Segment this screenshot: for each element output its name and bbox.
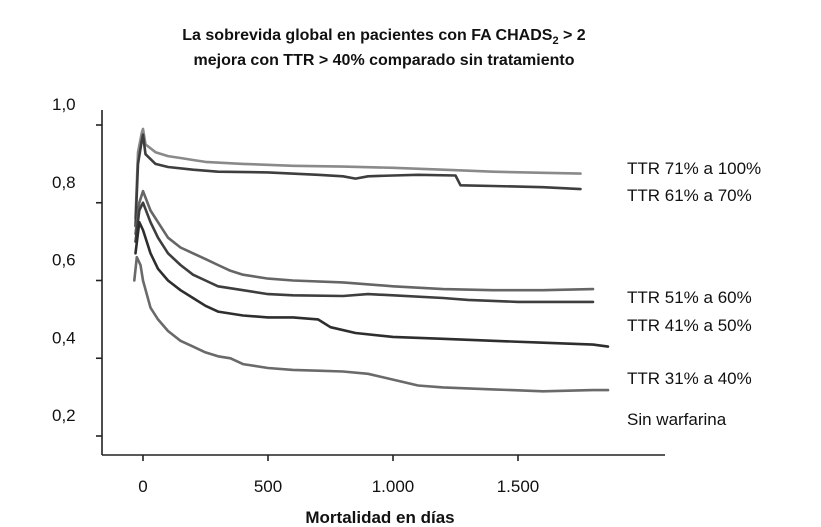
x-axis-title: Mortalidad en días — [305, 508, 454, 527]
series-line — [134, 127, 582, 220]
series-line — [134, 201, 595, 304]
series-layer — [133, 127, 610, 393]
series-label: Sin warfarina — [627, 410, 727, 429]
chart-title-line2: mejora con TTR > 40% comparado sin trata… — [194, 52, 575, 69]
series-label: TTR 41% a 50% — [627, 316, 752, 335]
series-label: TTR 71% a 100% — [627, 159, 761, 178]
series-labels: TTR 71% a 100% TTR 61% a 70% TTR 51% a 60%… — [627, 159, 761, 429]
y-tick-label: 0,4 — [52, 328, 76, 347]
chart-title-subscript: 2 — [552, 35, 558, 47]
series-line — [134, 133, 582, 228]
axes: 0,2 0,4 0,6 0,8 1,0 0 500 1.000 1.500 — [52, 95, 665, 496]
chart-title-line1-end: > 2 — [559, 27, 586, 44]
y-tick-label: 0,6 — [52, 251, 76, 270]
series-line — [134, 189, 595, 292]
series-label: TTR 31% a 40% — [627, 369, 752, 388]
x-tick-label: 1.500 — [497, 477, 540, 496]
series-line — [134, 220, 610, 348]
y-tick-label: 0,2 — [52, 406, 76, 425]
y-tick-label: 0,8 — [52, 173, 76, 192]
x-tick-label: 500 — [254, 477, 282, 496]
series-label: TTR 61% a 70% — [627, 186, 752, 205]
x-tick-label: 1.000 — [372, 477, 415, 496]
x-tick-label: 0 — [138, 477, 147, 496]
series-line — [133, 255, 610, 393]
series-label: TTR 51% a 60% — [627, 288, 752, 307]
chart-title-line1-main: La sobrevida global en pacientes con FA … — [182, 27, 552, 44]
chart-title-line1: La sobrevida global en pacientes con FA … — [182, 27, 586, 47]
y-tick-label: 1,0 — [52, 95, 76, 114]
